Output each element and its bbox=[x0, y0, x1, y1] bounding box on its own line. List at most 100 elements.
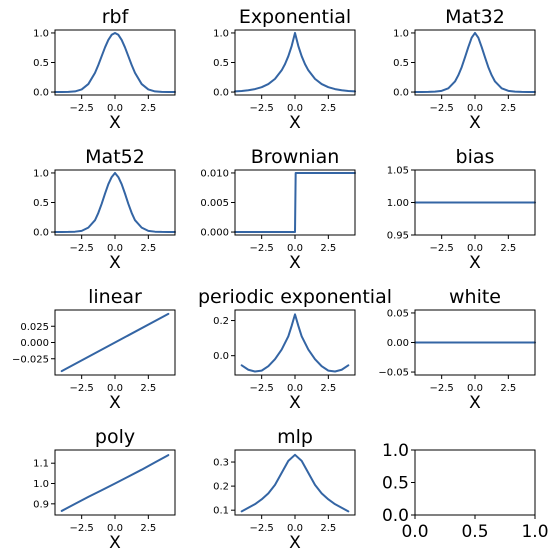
subplot-1: −2.5 0.0 2.5 0.0 0.5 1.0 Exponential X bbox=[213, 6, 356, 133]
y-tick-label: 0.00 bbox=[387, 338, 409, 349]
x-axis-label: X bbox=[469, 393, 481, 413]
y-tick-label: 1.00 bbox=[387, 198, 409, 209]
x-tick-label: 0.0 bbox=[107, 243, 123, 254]
subplot-4: −2.5 0.0 2.5 0.000 0.005 0.010 Brownian X bbox=[200, 146, 356, 273]
x-tick-label: 0.0 bbox=[467, 383, 483, 394]
x-tick-label: −2.5 bbox=[70, 383, 94, 394]
subplot-title: poly bbox=[95, 426, 135, 448]
y-tick-label: 0.005 bbox=[200, 198, 229, 209]
series-line bbox=[60, 312, 170, 373]
y-tick-label: 0.9 bbox=[33, 499, 49, 510]
y-tick-label: 0.5 bbox=[382, 474, 409, 494]
x-axis-label: X bbox=[109, 533, 121, 553]
x-tick-label: −2.5 bbox=[250, 103, 274, 114]
x-axis-label: X bbox=[289, 253, 301, 273]
y-tick-label: 0.1 bbox=[213, 506, 229, 517]
subplot-title: Mat52 bbox=[85, 146, 145, 168]
y-tick-label: −0.025 bbox=[12, 354, 49, 365]
y-tick-label: 1.0 bbox=[33, 168, 49, 179]
series-line bbox=[234, 31, 356, 93]
subplot-6: −2.5 0.0 2.5 −0.025 0.000 0.025 linear X bbox=[12, 286, 176, 413]
series-line bbox=[60, 454, 170, 512]
x-axis-label: X bbox=[469, 253, 481, 273]
y-tick-label: 0.0 bbox=[393, 88, 409, 99]
y-tick-label: 0.95 bbox=[387, 231, 409, 242]
subplot-title: rbf bbox=[102, 6, 130, 28]
x-axis-label: X bbox=[289, 393, 301, 413]
subplot-title: bias bbox=[456, 146, 495, 168]
y-tick-label: 0.5 bbox=[33, 58, 49, 69]
y-tick-label: 0.0 bbox=[33, 88, 49, 99]
x-axis-label: X bbox=[289, 533, 301, 553]
subplot-title: mlp bbox=[277, 426, 313, 448]
y-tick-label: 0.05 bbox=[387, 308, 409, 319]
x-tick-label: 2.5 bbox=[320, 523, 336, 534]
subplot-5: −2.5 0.0 2.5 0.95 1.00 1.05 bias X bbox=[387, 146, 536, 273]
y-tick-label: 0.5 bbox=[213, 58, 229, 69]
x-tick-label: 2.5 bbox=[140, 523, 156, 534]
series-line bbox=[240, 453, 350, 513]
x-tick-label: 0.0 bbox=[287, 383, 303, 394]
x-tick-label: 0.0 bbox=[287, 523, 303, 534]
x-tick-label: −2.5 bbox=[430, 243, 454, 254]
y-tick-label: 0.010 bbox=[200, 168, 229, 179]
x-tick-label: −2.5 bbox=[430, 383, 454, 394]
subplot-3: −2.5 0.0 2.5 0.0 0.5 1.0 Mat52 X bbox=[33, 146, 176, 273]
subplot-0: −2.5 0.0 2.5 0.0 0.5 1.0 rbf X bbox=[33, 6, 176, 133]
x-tick-label: 2.5 bbox=[320, 383, 336, 394]
series-line bbox=[414, 31, 536, 94]
y-tick-label: 0.0 bbox=[382, 506, 409, 526]
x-tick-label: 0.0 bbox=[287, 103, 303, 114]
y-tick-label: 0.5 bbox=[393, 58, 409, 69]
y-tick-label: 1.0 bbox=[382, 441, 409, 461]
x-axis-label: X bbox=[109, 253, 121, 273]
subplot-title: Brownian bbox=[251, 146, 340, 168]
subplot-2: −2.5 0.0 2.5 0.0 0.5 1.0 Mat32 X bbox=[393, 6, 536, 133]
subplot-title: linear bbox=[88, 286, 142, 308]
x-tick-label: 2.5 bbox=[500, 383, 516, 394]
x-tick-label: 2.5 bbox=[500, 103, 516, 114]
y-tick-label: 0.2 bbox=[213, 482, 229, 493]
y-tick-label: 0.5 bbox=[33, 198, 49, 209]
y-tick-label: 0.025 bbox=[20, 322, 49, 333]
y-tick-label: 0.2 bbox=[213, 316, 229, 327]
x-tick-label: −2.5 bbox=[70, 103, 94, 114]
x-tick-label: 2.5 bbox=[320, 243, 336, 254]
x-tick-label: 0.0 bbox=[467, 243, 483, 254]
y-tick-label: 1.0 bbox=[33, 479, 49, 490]
y-tick-label: −0.05 bbox=[378, 368, 409, 379]
x-tick-label: 0.0 bbox=[287, 243, 303, 254]
y-tick-label: 1.1 bbox=[33, 459, 49, 470]
subplot-title: periodic exponential bbox=[198, 286, 392, 308]
x-tick-label: 0.0 bbox=[107, 383, 123, 394]
series-line bbox=[240, 313, 350, 373]
x-tick-label: 2.5 bbox=[140, 243, 156, 254]
x-axis-label: X bbox=[469, 113, 481, 133]
x-tick-label: 2.5 bbox=[500, 243, 516, 254]
x-tick-label: −2.5 bbox=[250, 383, 274, 394]
y-tick-label: 1.0 bbox=[213, 28, 229, 39]
x-tick-label: 2.5 bbox=[320, 103, 336, 114]
y-tick-label: 0.0 bbox=[213, 351, 229, 362]
series-line bbox=[54, 31, 176, 94]
x-tick-label: −2.5 bbox=[250, 243, 274, 254]
x-tick-label: 0.0 bbox=[107, 523, 123, 534]
x-axis-label: X bbox=[109, 113, 121, 133]
x-tick-label: −2.5 bbox=[250, 523, 274, 534]
subplot-title: white bbox=[449, 286, 501, 308]
y-tick-label: 0.000 bbox=[20, 338, 49, 349]
series-line bbox=[234, 171, 356, 234]
y-tick-label: 1.0 bbox=[393, 28, 409, 39]
x-tick-label: 1.0 bbox=[521, 522, 548, 542]
x-axis-label: X bbox=[109, 393, 121, 413]
subplot-9: −2.5 0.0 2.5 0.9 1.0 1.1 poly X bbox=[33, 426, 176, 553]
y-tick-label: 0.0 bbox=[213, 88, 229, 99]
subplot-8: −2.5 0.0 2.5 −0.05 0.00 0.05 white X bbox=[378, 286, 536, 413]
y-tick-label: 0.000 bbox=[200, 228, 229, 239]
x-tick-label: 0.0 bbox=[107, 103, 123, 114]
x-tick-label: 0.0 bbox=[401, 522, 428, 542]
y-tick-label: 1.0 bbox=[33, 28, 49, 39]
y-tick-label: 1.05 bbox=[387, 166, 409, 177]
x-tick-label: 2.5 bbox=[140, 103, 156, 114]
